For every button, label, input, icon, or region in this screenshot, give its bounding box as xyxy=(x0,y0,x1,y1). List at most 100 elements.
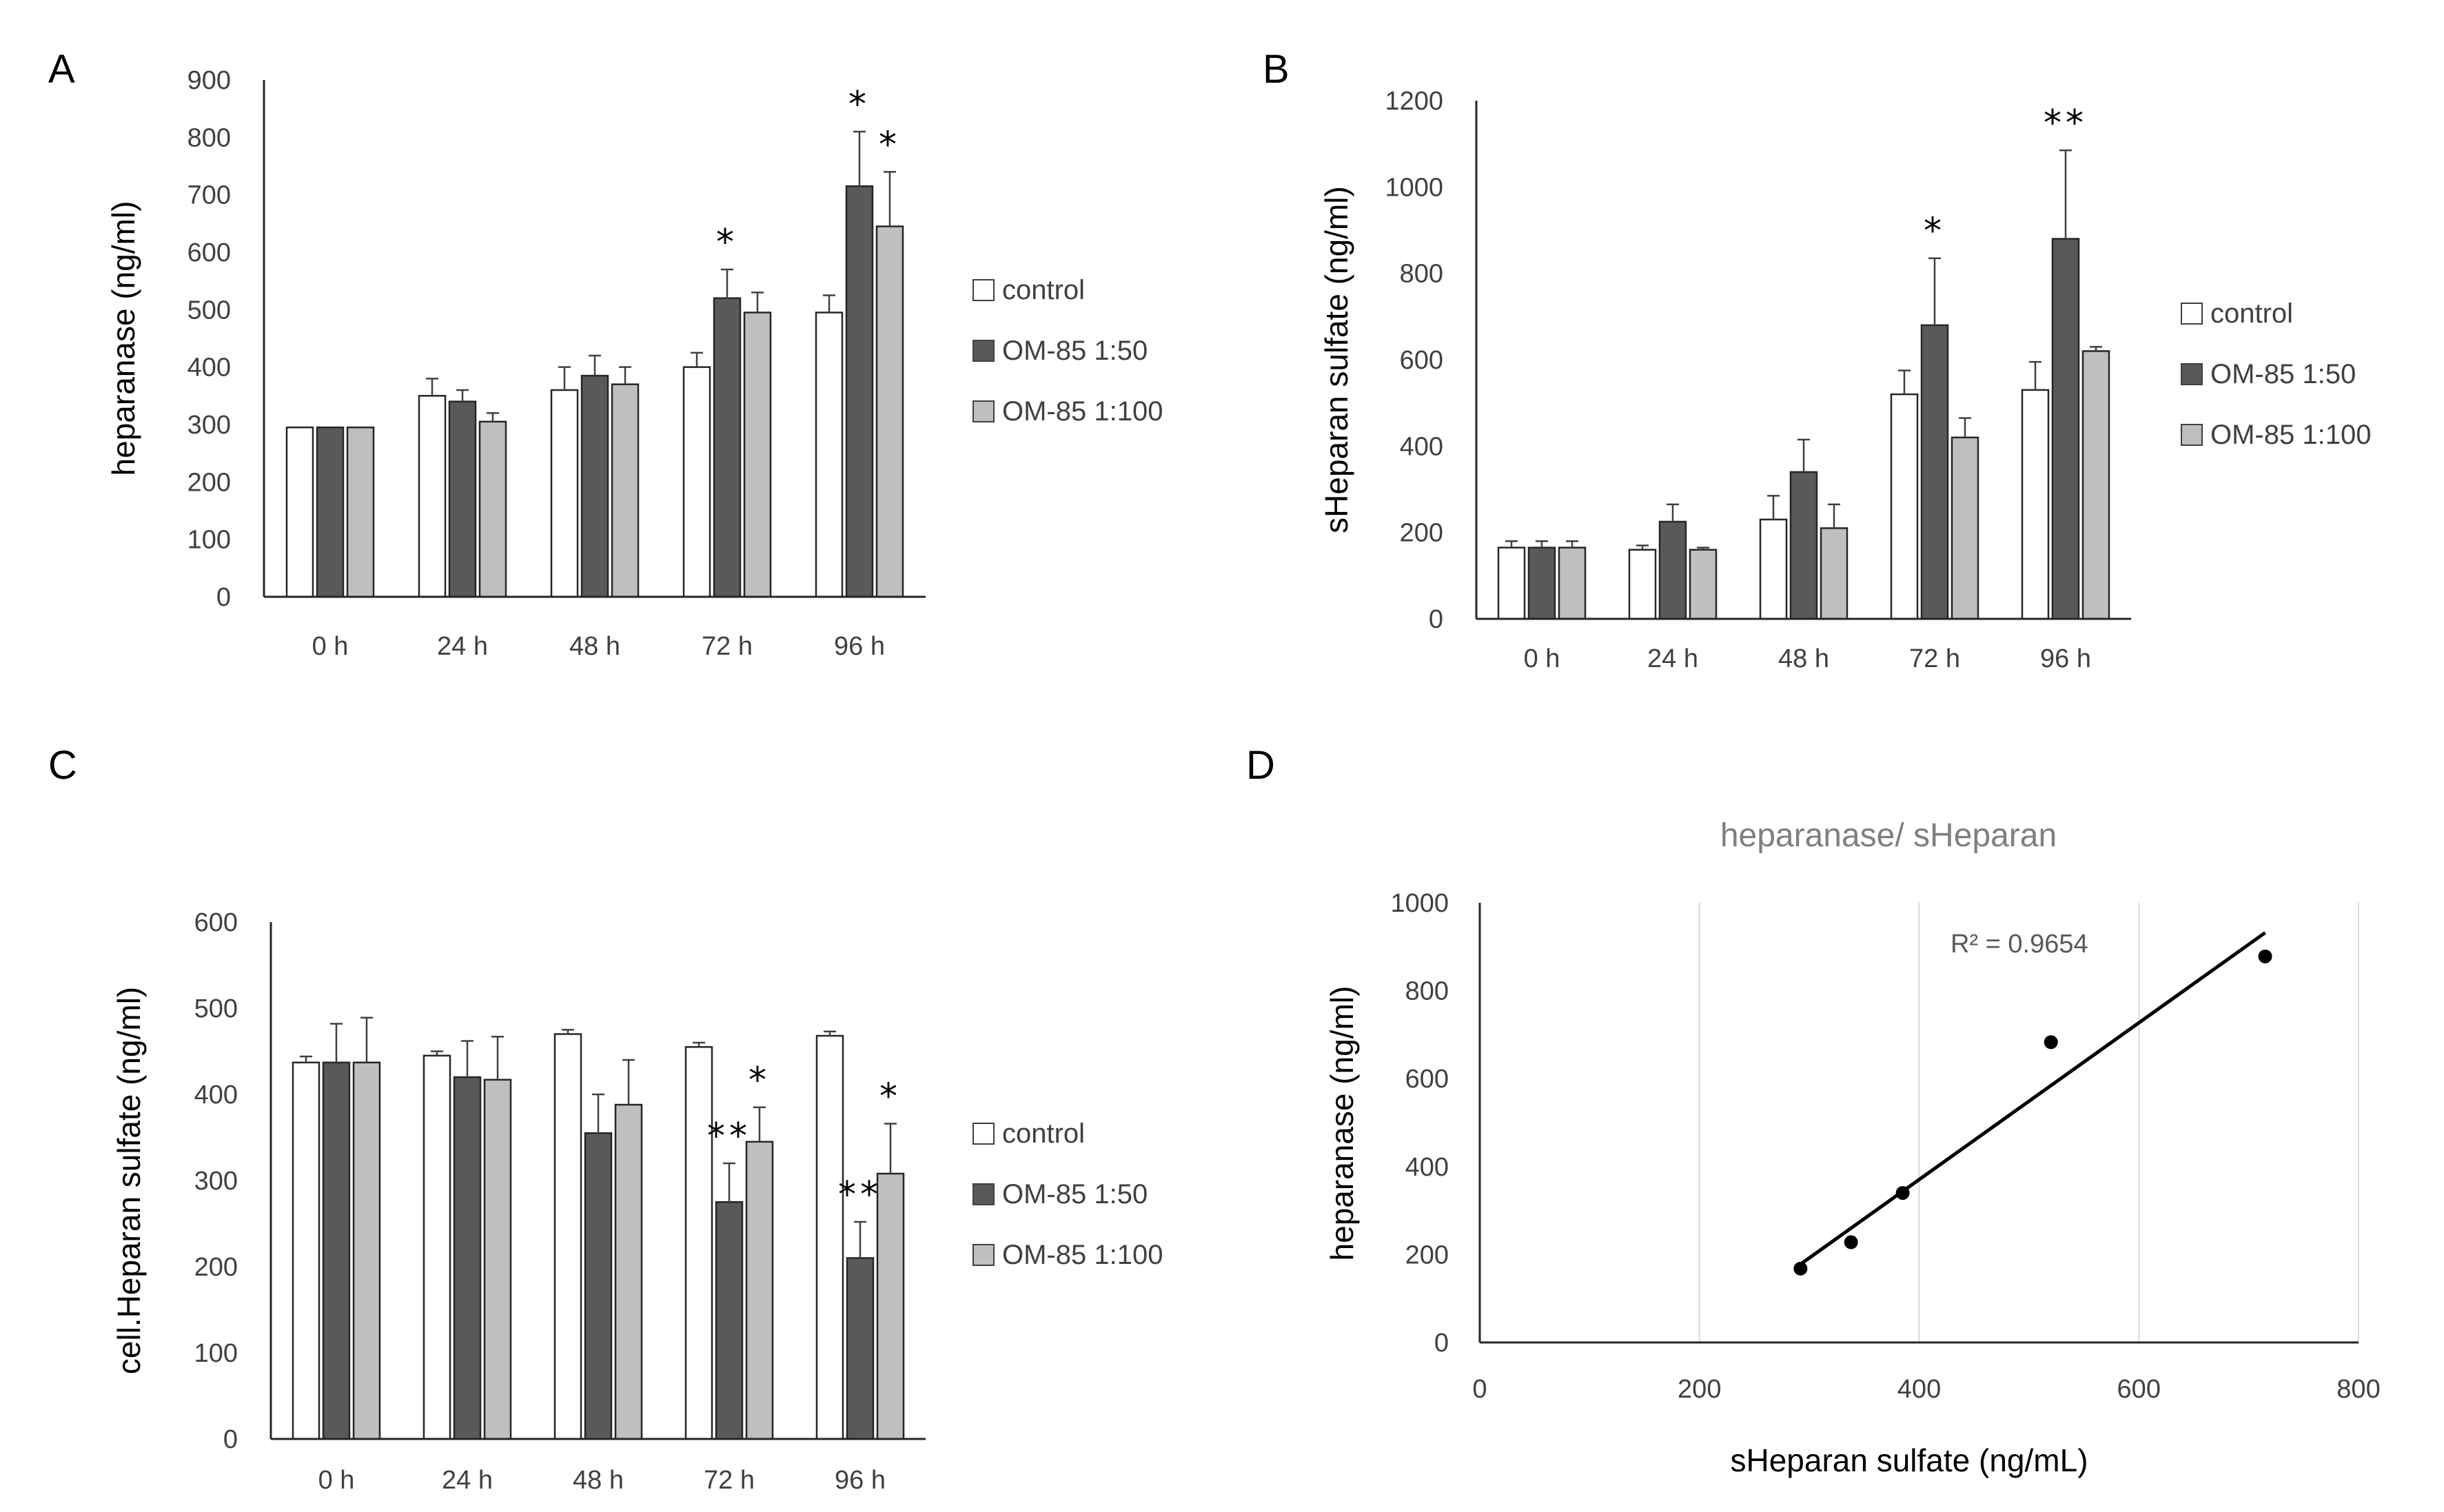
bar-control-0-h xyxy=(292,1061,320,1440)
significance-marker: * xyxy=(879,1076,902,1118)
legend-swatch-control xyxy=(2181,303,2203,325)
y-tick-label: 1200 xyxy=(1385,87,1443,116)
bar-control-0-h xyxy=(1497,546,1526,620)
bar-om-85-1-50-24-h xyxy=(1658,520,1687,620)
y-tick-label: 900 xyxy=(187,66,231,95)
bar-control-48-h xyxy=(553,1033,582,1440)
chart-panel-a: 0 100 200 300 400 500 600 700 800 900 0 h 24 h 48 h 7… xyxy=(105,66,1163,661)
y-tick-label: 1000 xyxy=(1385,173,1443,202)
y-tick-label: 600 xyxy=(1405,1065,1449,1094)
bar-om-85-1-50-72-h xyxy=(1920,324,1949,620)
bar-om-85-1-50-0-h xyxy=(316,426,345,598)
chart-panel-b: 0 200 400 600 800 1000 1200 0 h 24 h 48 h 72 h 96 h… xyxy=(1318,87,2371,673)
x-tick-label: 800 xyxy=(2336,1375,2380,1404)
x-category-label: 72 h xyxy=(704,1466,755,1495)
bar-control-48-h xyxy=(550,389,579,598)
bar-control-72-h xyxy=(684,1046,713,1440)
data-point-4 xyxy=(2044,1035,2058,1050)
significance-marker: * xyxy=(716,222,738,263)
y-axis-label-d: heparanase (ng/ml) xyxy=(1324,986,1360,1261)
panel-label-d: D xyxy=(1246,743,1275,788)
r-squared-label: R² = 0.9654 xyxy=(1951,930,2088,959)
legend-swatch-om-85-1-50 xyxy=(972,340,995,362)
x-category-label: 96 h xyxy=(834,632,885,661)
legend-label-control: control xyxy=(1002,1118,1085,1149)
legend-label-control: control xyxy=(1002,275,1085,305)
y-tick-label: 200 xyxy=(187,468,231,497)
legend-swatch-control xyxy=(972,1123,995,1145)
bar-control-24-h xyxy=(418,395,447,598)
chart-panel-d: heparanase/ sHeparan 0 200 400 600 800 1000 0 20… xyxy=(1324,817,2381,1478)
panel-label-b: B xyxy=(1263,47,1290,92)
bar-om-85-1-50-24-h xyxy=(448,400,477,598)
y-tick-label: 200 xyxy=(194,1253,238,1282)
panel-label-a: A xyxy=(48,47,75,92)
data-point-2 xyxy=(1844,1235,1858,1249)
y-tick-label: 300 xyxy=(194,1167,238,1196)
bar-control-48-h xyxy=(1759,518,1788,620)
bar-om-85-1-100-24-h xyxy=(1689,549,1718,620)
bar-om-85-1-100-96-h xyxy=(875,225,904,598)
significance-marker: * xyxy=(848,84,870,125)
data-point-1 xyxy=(1793,1261,1808,1276)
y-tick-label: 400 xyxy=(1400,432,1443,461)
bar-om-85-1-100-72-h xyxy=(745,1141,774,1440)
chart-title: heparanase/ sHeparan xyxy=(1720,817,2057,854)
x-tick-label: 600 xyxy=(2117,1375,2161,1404)
bar-om-85-1-100-0-h xyxy=(1558,546,1587,620)
y-tick-label: 600 xyxy=(194,908,238,937)
bar-om-85-1-50-48-h xyxy=(584,1132,613,1440)
y-tick-label: 400 xyxy=(187,354,231,382)
y-tick-label: 100 xyxy=(187,526,231,555)
bar-om-85-1-50-48-h xyxy=(1789,471,1818,620)
y-tick-label: 100 xyxy=(194,1339,238,1368)
y-tick-label: 1000 xyxy=(1390,889,1449,918)
bar-om-85-1-100-24-h xyxy=(478,420,507,598)
x-category-label: 48 h xyxy=(573,1466,624,1495)
trendline xyxy=(1799,931,2266,1266)
panel-label-c: C xyxy=(48,743,77,788)
y-tick-label: 800 xyxy=(1400,260,1443,289)
legend-swatch-om-85-1-50 xyxy=(2181,363,2203,385)
y-tick-label: 0 xyxy=(216,583,231,612)
y-tick-label: 0 xyxy=(1434,1329,1449,1358)
bar-om-85-1-100-96-h xyxy=(2081,350,2110,620)
bar-control-96-h xyxy=(815,1034,844,1440)
y-tick-label: 800 xyxy=(187,123,231,152)
y-tick-label: 200 xyxy=(1405,1240,1449,1269)
significance-marker: * xyxy=(749,1060,771,1101)
bar-om-85-1-100-48-h xyxy=(1820,527,1849,620)
bar-om-85-1-50-96-h xyxy=(845,185,874,598)
y-tick-label: 600 xyxy=(1400,346,1443,375)
legend-label-om-85-1-100: OM-85 1:100 xyxy=(1002,1240,1163,1270)
bar-om-85-1-50-96-h xyxy=(846,1257,875,1440)
legend-swatch-om-85-1-100 xyxy=(2181,424,2203,446)
bar-control-0-h xyxy=(285,426,314,598)
y-tick-label: 200 xyxy=(1400,519,1443,548)
bar-control-72-h xyxy=(1890,393,1919,620)
bar-om-85-1-100-48-h xyxy=(614,1103,643,1440)
significance-marker: ** xyxy=(2044,103,2088,144)
y-axis-label-b: sHeparan sulfate (ng/ml) xyxy=(1318,186,1354,533)
x-category-label: 0 h xyxy=(318,1466,355,1495)
bar-control-24-h xyxy=(1628,549,1657,620)
bar-control-72-h xyxy=(682,366,711,598)
significance-marker: * xyxy=(1924,211,1946,252)
bar-om-85-1-100-0-h xyxy=(352,1061,381,1440)
significance-marker: ** xyxy=(838,1174,882,1216)
bar-om-85-1-50-72-h xyxy=(715,1201,744,1440)
x-tick-label: 0 xyxy=(1472,1375,1487,1404)
x-tick-label: 400 xyxy=(1897,1375,1941,1404)
bar-control-96-h xyxy=(2021,389,2050,620)
x-category-label: 48 h xyxy=(569,632,620,661)
y-tick-label: 800 xyxy=(1405,977,1449,1006)
bar-om-85-1-100-24-h xyxy=(483,1079,512,1440)
x-category-label: 72 h xyxy=(1909,644,1960,673)
legend-label-om-85-1-50: OM-85 1:50 xyxy=(1002,336,1148,366)
data-point-5 xyxy=(2258,949,2272,963)
legend-swatch-om-85-1-100 xyxy=(972,400,995,422)
legend-label-om-85-1-100: OM-85 1:100 xyxy=(1002,396,1163,427)
x-category-label: 96 h xyxy=(2040,644,2091,673)
bar-om-85-1-100-72-h xyxy=(1951,436,1979,620)
